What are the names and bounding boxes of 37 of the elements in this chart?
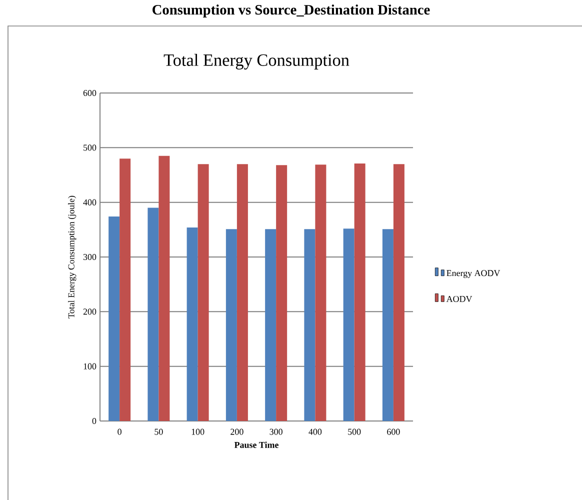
- bar: [198, 164, 209, 421]
- bar: [108, 216, 120, 421]
- bar: [354, 164, 366, 421]
- bar: [315, 164, 326, 421]
- x-tick-label: 0: [118, 428, 122, 435]
- legend-label: Energy AODV: [446, 270, 500, 278]
- bar: [236, 164, 248, 421]
- x-tick-label: 500: [348, 428, 361, 435]
- legend-label: AODV: [446, 296, 472, 302]
- bar: [148, 208, 159, 421]
- y-tick-label: 0: [92, 418, 96, 424]
- y-tick-label: 100: [84, 363, 96, 370]
- chart-title: Total Energy Consumption: [164, 54, 350, 70]
- x-tick-label: 300: [270, 428, 282, 435]
- x-tick-label: 400: [308, 428, 322, 435]
- y-axis-title: Total Energy Consumption (joule): [68, 196, 76, 318]
- x-tick-label: 100: [192, 428, 204, 435]
- bar: [276, 165, 288, 421]
- bar: [120, 158, 131, 421]
- x-tick-label: 200: [230, 428, 244, 435]
- bar: [382, 229, 394, 421]
- bar: [158, 156, 170, 421]
- bar: [343, 228, 354, 421]
- x-tick-label: 600: [387, 428, 400, 435]
- x-axis-title: Pause Time: [234, 442, 278, 448]
- bar: [186, 227, 198, 421]
- y-tick-label: 200: [83, 308, 96, 315]
- y-tick-label: 600: [83, 90, 96, 96]
- text: Consumption vs Source_Destination Distance: [152, 4, 430, 18]
- y-tick-label: 400: [83, 199, 96, 206]
- bar: [304, 229, 316, 421]
- bar: [226, 229, 237, 421]
- y-tick-label: 500: [84, 144, 96, 151]
- bar: [265, 229, 276, 421]
- y-tick-label: 300: [83, 254, 96, 260]
- bar: [393, 164, 404, 421]
- x-tick-label: 50: [154, 428, 163, 435]
